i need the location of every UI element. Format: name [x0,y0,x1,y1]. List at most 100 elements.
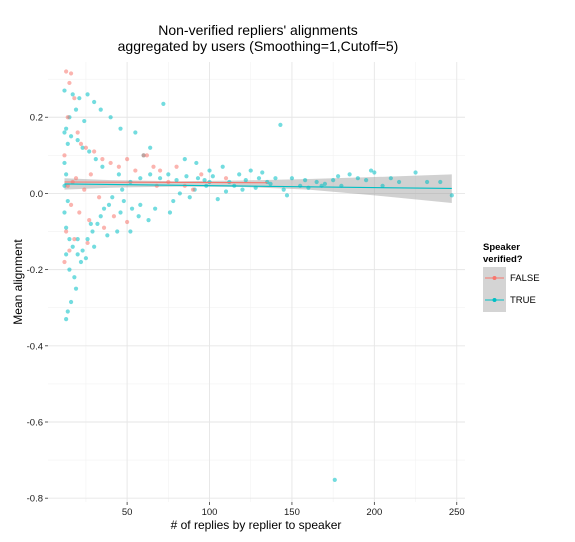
point-true [75,252,80,257]
point-true [73,107,79,112]
point-true [174,177,179,183]
point-true [368,168,374,173]
point-false [73,176,79,181]
point-true [72,275,77,280]
point-true [202,177,207,183]
point-true [260,170,265,175]
point-true [67,237,72,242]
plot-panel [48,62,465,502]
point-true [118,210,123,215]
point-false [78,141,84,147]
point-true [88,221,93,227]
point-true [62,88,67,93]
point-true [243,177,248,183]
point-true [80,248,85,253]
point-true [98,214,103,219]
point-true [105,233,110,238]
point-true [220,164,225,169]
trend-lines [64,181,452,190]
point-true [80,145,85,150]
point-false [68,71,74,76]
point-false [65,115,70,120]
point-true [62,183,67,188]
legend-title-line-2: verified? [483,254,523,265]
point-false [82,187,87,192]
point-false [223,176,229,181]
legend: Speaker verified? FALSE TRUE [483,242,540,312]
point-true [355,176,360,181]
point-false [87,217,92,223]
point-false [190,187,196,192]
point-false [64,69,69,74]
chart-title-line-2: aggregated by users (Smoothing=1,Cutoff=… [118,38,399,54]
point-true [194,160,199,166]
point-false [125,219,130,225]
point-true [85,92,90,97]
point-true [364,177,369,183]
point-false [65,183,70,188]
point-true [75,137,80,143]
legend-key-false [485,276,504,280]
x-tick-label: 50 [122,507,133,518]
point-true [298,183,303,188]
y-tick-label: -0.8 [27,494,43,505]
point-false [92,149,97,154]
point-true [167,210,173,215]
point-true [95,221,100,227]
point-false [157,168,163,173]
point-false [62,153,67,158]
point-true [75,237,80,242]
point-true [171,198,176,204]
point-false [154,183,159,188]
y-axis-title: Mean alignment [11,239,25,325]
point-true [289,176,295,181]
x-axis-title: # of replies by replier to speaker [171,518,342,532]
point-true [256,176,262,181]
point-true [67,267,72,272]
point-true [388,176,393,181]
point-true [237,172,242,177]
legend-label-true: TRUE [510,295,536,306]
point-true [332,477,337,483]
point-false [67,80,72,86]
point-true [184,174,189,179]
confidence-band [64,174,452,203]
point-true [82,118,87,124]
point-true [138,202,143,207]
point-false [174,164,179,169]
point-true [93,157,98,162]
point-true [115,229,120,234]
legend-label-false: FALSE [510,273,540,284]
point-true [161,101,166,107]
x-tick-label: 100 [202,507,218,518]
point-true [146,217,151,223]
point-false [67,248,72,253]
point-true [157,176,163,181]
point-false [75,130,80,135]
point-true [284,193,290,198]
point-true [92,99,97,105]
point-true [133,130,138,135]
point-true [116,172,121,177]
point-false [96,195,102,200]
point-true [68,134,74,139]
point-true [78,259,84,265]
point-false [62,259,67,265]
point-true [240,187,245,192]
point-true [138,176,143,181]
point-true [121,198,126,204]
point-true [396,179,402,185]
point-true [380,183,385,188]
point-true [100,164,105,169]
point-true [182,157,187,162]
point-true [62,160,67,166]
point-false [141,153,146,158]
y-tick-label: -0.2 [27,265,43,276]
point-true [65,198,70,204]
point-false [199,172,204,177]
point-false [133,168,138,173]
point-true [177,191,182,196]
point-true [207,168,212,173]
point-true [331,177,336,183]
